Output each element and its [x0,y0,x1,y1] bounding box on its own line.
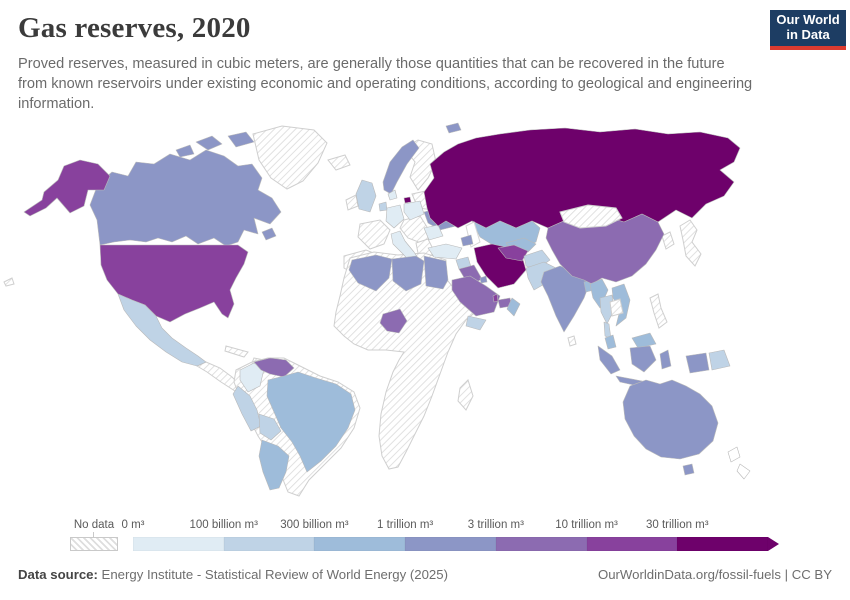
country-australia-tasmania[interactable] [682,463,695,476]
country-united-kingdom[interactable] [355,179,377,213]
choropleth-svg [3,122,751,497]
data-source-label: Data source: [18,567,98,582]
country-poland[interactable] [403,200,425,221]
country-netherlands[interactable] [378,201,388,212]
legend-tick-label: 3 trillion m³ [467,519,524,531]
country-korea[interactable] [661,231,675,250]
islands-hawaii[interactable] [3,277,15,287]
legend-tick-label: 10 trillion m³ [555,519,618,531]
owid-logo-line1: Our World [776,12,840,28]
owid-logo[interactable]: Our World in Data [770,10,846,50]
country-australia[interactable] [622,379,719,460]
country-usa-alaska[interactable] [23,159,111,217]
country-malaysia[interactable] [604,334,617,350]
country-venezuela[interactable] [253,357,295,378]
country-libya[interactable] [391,255,425,292]
country-peru[interactable] [232,385,262,432]
legend-segment-5[interactable] [586,537,678,551]
country-japan[interactable] [679,219,702,267]
country-azerbaijan[interactable] [460,234,474,247]
country-oman[interactable] [506,297,521,317]
legend-tick-label: 0 m³ [121,519,145,531]
africa-no-data[interactable] [333,251,480,470]
country-saudi-arabia[interactable] [451,275,501,317]
license-link[interactable]: OurWorldinData.org/fossil-fuels | CC BY [597,567,832,582]
country-egypt[interactable] [423,255,449,290]
country-kuwait[interactable] [479,275,488,284]
country-indonesia-sulawesi[interactable] [659,349,672,370]
chart-header: Gas reserves, 2020 Proved reserves, meas… [18,12,832,114]
country-turkey[interactable] [427,243,463,260]
chart-subtitle: Proved reserves, measured in cubic meter… [18,56,753,113]
country-new-zealand[interactable] [736,463,751,480]
country-malaysia-borneo[interactable] [631,332,657,349]
country-canada-arctic[interactable] [227,131,255,148]
legend-tick-label: 300 billion m³ [280,519,349,531]
legend-no-data-swatch[interactable] [70,537,118,551]
legend-tick-label: 1 trillion m³ [377,519,434,531]
country-philippines[interactable] [649,293,668,329]
owid-logo-line2: in Data [786,27,830,42]
country-france[interactable] [357,219,391,250]
country-mongolia[interactable] [559,204,623,229]
country-canada-newfoundland[interactable] [261,227,277,241]
country-usa[interactable] [99,244,249,323]
legend-no-data-tick [93,532,94,537]
legend-segment-1[interactable] [223,537,315,551]
country-norway[interactable] [382,139,420,195]
country-indonesia-sumatra[interactable] [597,345,621,375]
country-brazil[interactable] [266,371,356,473]
legend-arrow [768,537,779,551]
legend-segment-6[interactable] [677,537,769,551]
country-laos-cambodia[interactable] [609,298,624,317]
country-cuba[interactable] [224,345,249,358]
data-source-text: Data source: Energy Institute - Statisti… [18,567,448,582]
islands-svalbard[interactable] [445,122,462,134]
data-source-value[interactable]: Energy Institute - Statistical Review of… [97,567,448,582]
no-data-overlay-layer [559,204,624,317]
country-sri-lanka[interactable] [567,335,577,347]
legend-segment-3[interactable] [405,537,496,551]
map-legend: No data 0 m³ 100 billion m³ 300 billion m³… [0,515,850,561]
page-title: Gas reserves, 2020 [18,12,251,44]
legend-no-data-label[interactable]: No data [73,519,115,531]
country-romania[interactable] [423,224,444,241]
country-madagascar[interactable] [457,379,474,411]
country-greenland[interactable] [252,125,328,190]
legend-tick-label: 100 billion m³ [189,519,258,531]
legend-segment-2[interactable] [314,537,406,551]
country-colombia[interactable] [239,362,265,393]
country-canada-arctic[interactable] [175,144,195,158]
legend-color-bar[interactable] [133,537,769,551]
country-indonesia-papua[interactable] [685,352,710,374]
country-new-zealand[interactable] [727,446,741,463]
region-kaliningrad[interactable] [403,196,412,204]
country-algeria[interactable] [348,254,393,292]
legend-segment-4[interactable] [495,537,587,551]
country-argentina[interactable] [258,439,290,491]
country-bolivia[interactable] [258,413,282,441]
country-nigeria[interactable] [379,308,408,334]
country-denmark[interactable] [387,189,398,201]
country-canada[interactable] [89,149,282,247]
country-papua-new-guinea[interactable] [708,349,731,371]
world-map [0,120,850,514]
countries-layer [23,122,741,491]
country-canada-arctic[interactable] [195,135,223,151]
country-mexico[interactable] [117,293,207,367]
legend-segment-0[interactable] [133,537,224,551]
country-central-america[interactable] [195,361,242,392]
country-ireland[interactable] [345,194,359,211]
country-iceland[interactable] [327,154,351,171]
legend-tick-label: 30 trillion m³ [645,519,709,531]
country-germany[interactable] [385,204,405,229]
country-indonesia-borneo[interactable] [629,345,657,373]
chart-footer: Data source: Energy Institute - Statisti… [18,567,832,582]
country-yemen[interactable] [465,315,487,331]
